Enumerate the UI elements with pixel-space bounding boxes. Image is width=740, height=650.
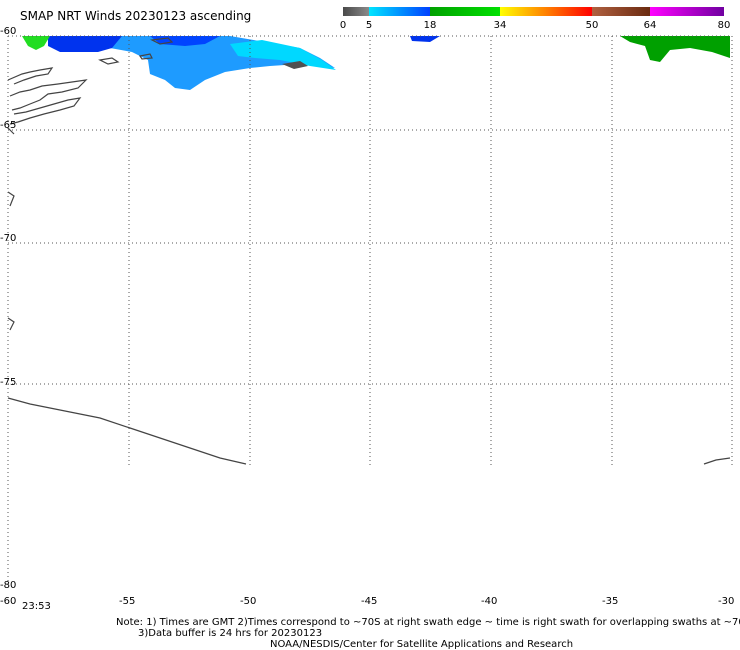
note-line-3: NOAA/NESDIS/Center for Satellite Applica…: [270, 639, 574, 650]
colorbar-segment: [343, 7, 369, 16]
lat-label: -65: [0, 120, 17, 131]
wind-swath-gray: [282, 61, 308, 69]
wind-swath-bright-green: [22, 36, 50, 50]
lon-label: -60: [0, 596, 17, 607]
wind-speed-colorbar: 0 5 18 34 50 64 80: [340, 7, 730, 33]
colorbar-segment: [430, 7, 500, 16]
note-line-1: Note: 1) Times are GMT 2)Times correspon…: [116, 617, 740, 628]
colorbar-segment: [500, 7, 592, 16]
lon-label: -50: [240, 596, 257, 607]
coastlines: [7, 37, 731, 465]
colorbar-tick-label: 50: [585, 20, 599, 31]
wind-swath-cyan: [230, 40, 336, 70]
peninsula-coast: [7, 67, 88, 135]
wind-swath-blue: [48, 36, 122, 52]
wind-swath-green: [620, 36, 730, 62]
wind-swath-blue-small: [410, 36, 440, 42]
swath-time-label: 23:53: [22, 601, 51, 612]
lon-label: -40: [481, 596, 498, 607]
lon-label: -55: [119, 596, 136, 607]
colorbar-tick-label: 34: [493, 20, 507, 31]
lat-label: -80: [0, 580, 17, 591]
lon-label: -45: [361, 596, 378, 607]
colorbar-tick-label: 18: [423, 20, 437, 31]
wind-swaths: [22, 36, 730, 90]
lat-label: -60: [0, 26, 17, 37]
colorbar-segment: [592, 7, 650, 16]
colorbar-tick-label: 80: [717, 20, 731, 31]
graticule: [7, 35, 733, 586]
colorbar-tick-label: 5: [365, 20, 373, 31]
lat-label: -70: [0, 233, 17, 244]
lon-label: -30: [718, 596, 735, 607]
lon-label: -35: [602, 596, 619, 607]
colorbar-segment: [369, 7, 430, 16]
colorbar-tick-label: 64: [643, 20, 657, 31]
island-coast: [98, 37, 174, 65]
colorbar-tick-label: 0: [339, 20, 347, 31]
map-title: SMAP NRT Winds 20230123 ascending: [20, 9, 252, 23]
small-island-coast: [7, 191, 15, 331]
ice-shelf-coast-west: [7, 397, 247, 465]
ice-shelf-coast-east: [703, 457, 731, 465]
note-line-2: 3)Data buffer is 24 hrs for 20230123: [138, 628, 323, 639]
lat-label: -75: [0, 377, 17, 388]
colorbar-segment: [650, 7, 724, 16]
